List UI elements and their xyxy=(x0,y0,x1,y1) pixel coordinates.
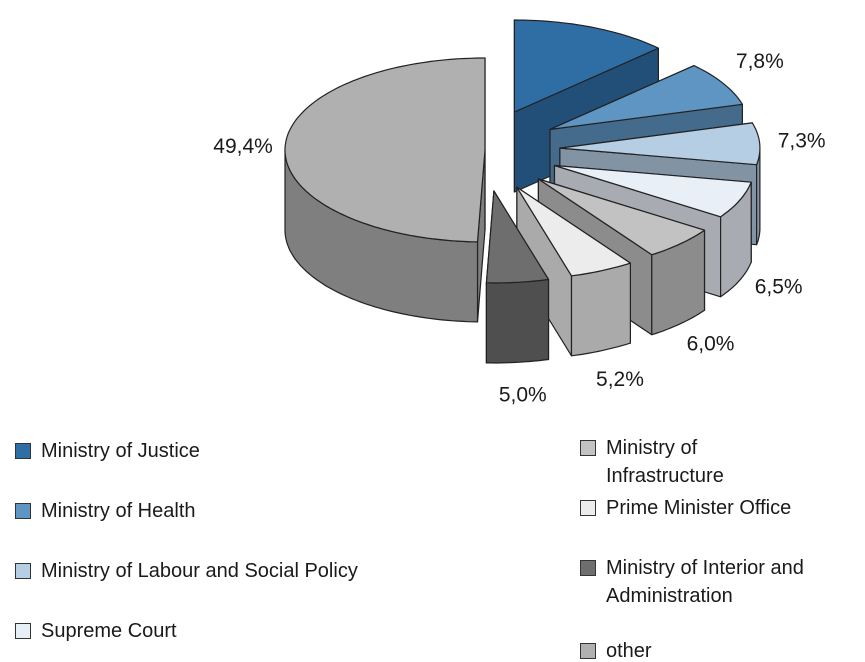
data-label: 5,2% xyxy=(596,368,644,391)
legend-item: Prime Minister Office xyxy=(580,494,810,522)
slice xyxy=(549,65,743,130)
legend-label: Ministry of Justice xyxy=(41,440,200,462)
legend-swatch xyxy=(15,443,31,459)
legend-label: Ministry of Interior and Administration xyxy=(606,557,804,607)
slice xyxy=(284,57,486,243)
legend-label: Prime Minister Office xyxy=(606,497,792,519)
slice-wall xyxy=(570,262,631,357)
slice-wall xyxy=(485,278,550,364)
legend-swatch xyxy=(580,643,596,659)
slice xyxy=(513,19,659,113)
legend-label: Supreme Court xyxy=(41,620,177,642)
legend-item: Ministry of Labour and Social Policy xyxy=(15,557,358,585)
legend-item: Ministry of Infrastructure xyxy=(580,434,810,490)
legend-item: Ministry of Health xyxy=(15,497,196,525)
data-label: 7,3% xyxy=(778,129,826,152)
slice xyxy=(553,164,752,218)
legend-label: other xyxy=(606,640,652,662)
legend-label: Ministry of Infrastructure xyxy=(606,437,724,487)
legend-label: Ministry of Labour and Social Policy xyxy=(41,560,358,582)
legend-swatch xyxy=(580,440,596,456)
data-label: 6,5% xyxy=(755,276,803,299)
data-label: 7,8% xyxy=(736,50,784,73)
data-label: 5,0% xyxy=(499,384,547,407)
slice xyxy=(516,186,631,277)
legend-item: Supreme Court xyxy=(15,617,177,645)
legend-item: Ministry of Interior and Administration xyxy=(580,554,810,610)
data-label: 6,0% xyxy=(687,333,735,356)
legend-item: Ministry of Justice xyxy=(15,437,200,465)
legend-swatch xyxy=(580,560,596,576)
legend-swatch xyxy=(15,563,31,579)
legend-label: Ministry of Health xyxy=(41,500,196,522)
legend-item: other xyxy=(580,637,810,662)
slice xyxy=(537,178,706,256)
pie-area: 12,8%7,8%7,3%6,5%6,0%5,2%5,0%49,4% xyxy=(213,19,826,407)
legend-swatch xyxy=(15,623,31,639)
legend-swatch xyxy=(580,500,596,516)
legend-swatch xyxy=(15,503,31,519)
data-label: 49,4% xyxy=(213,135,273,158)
slice xyxy=(485,190,550,284)
slice xyxy=(559,122,761,166)
